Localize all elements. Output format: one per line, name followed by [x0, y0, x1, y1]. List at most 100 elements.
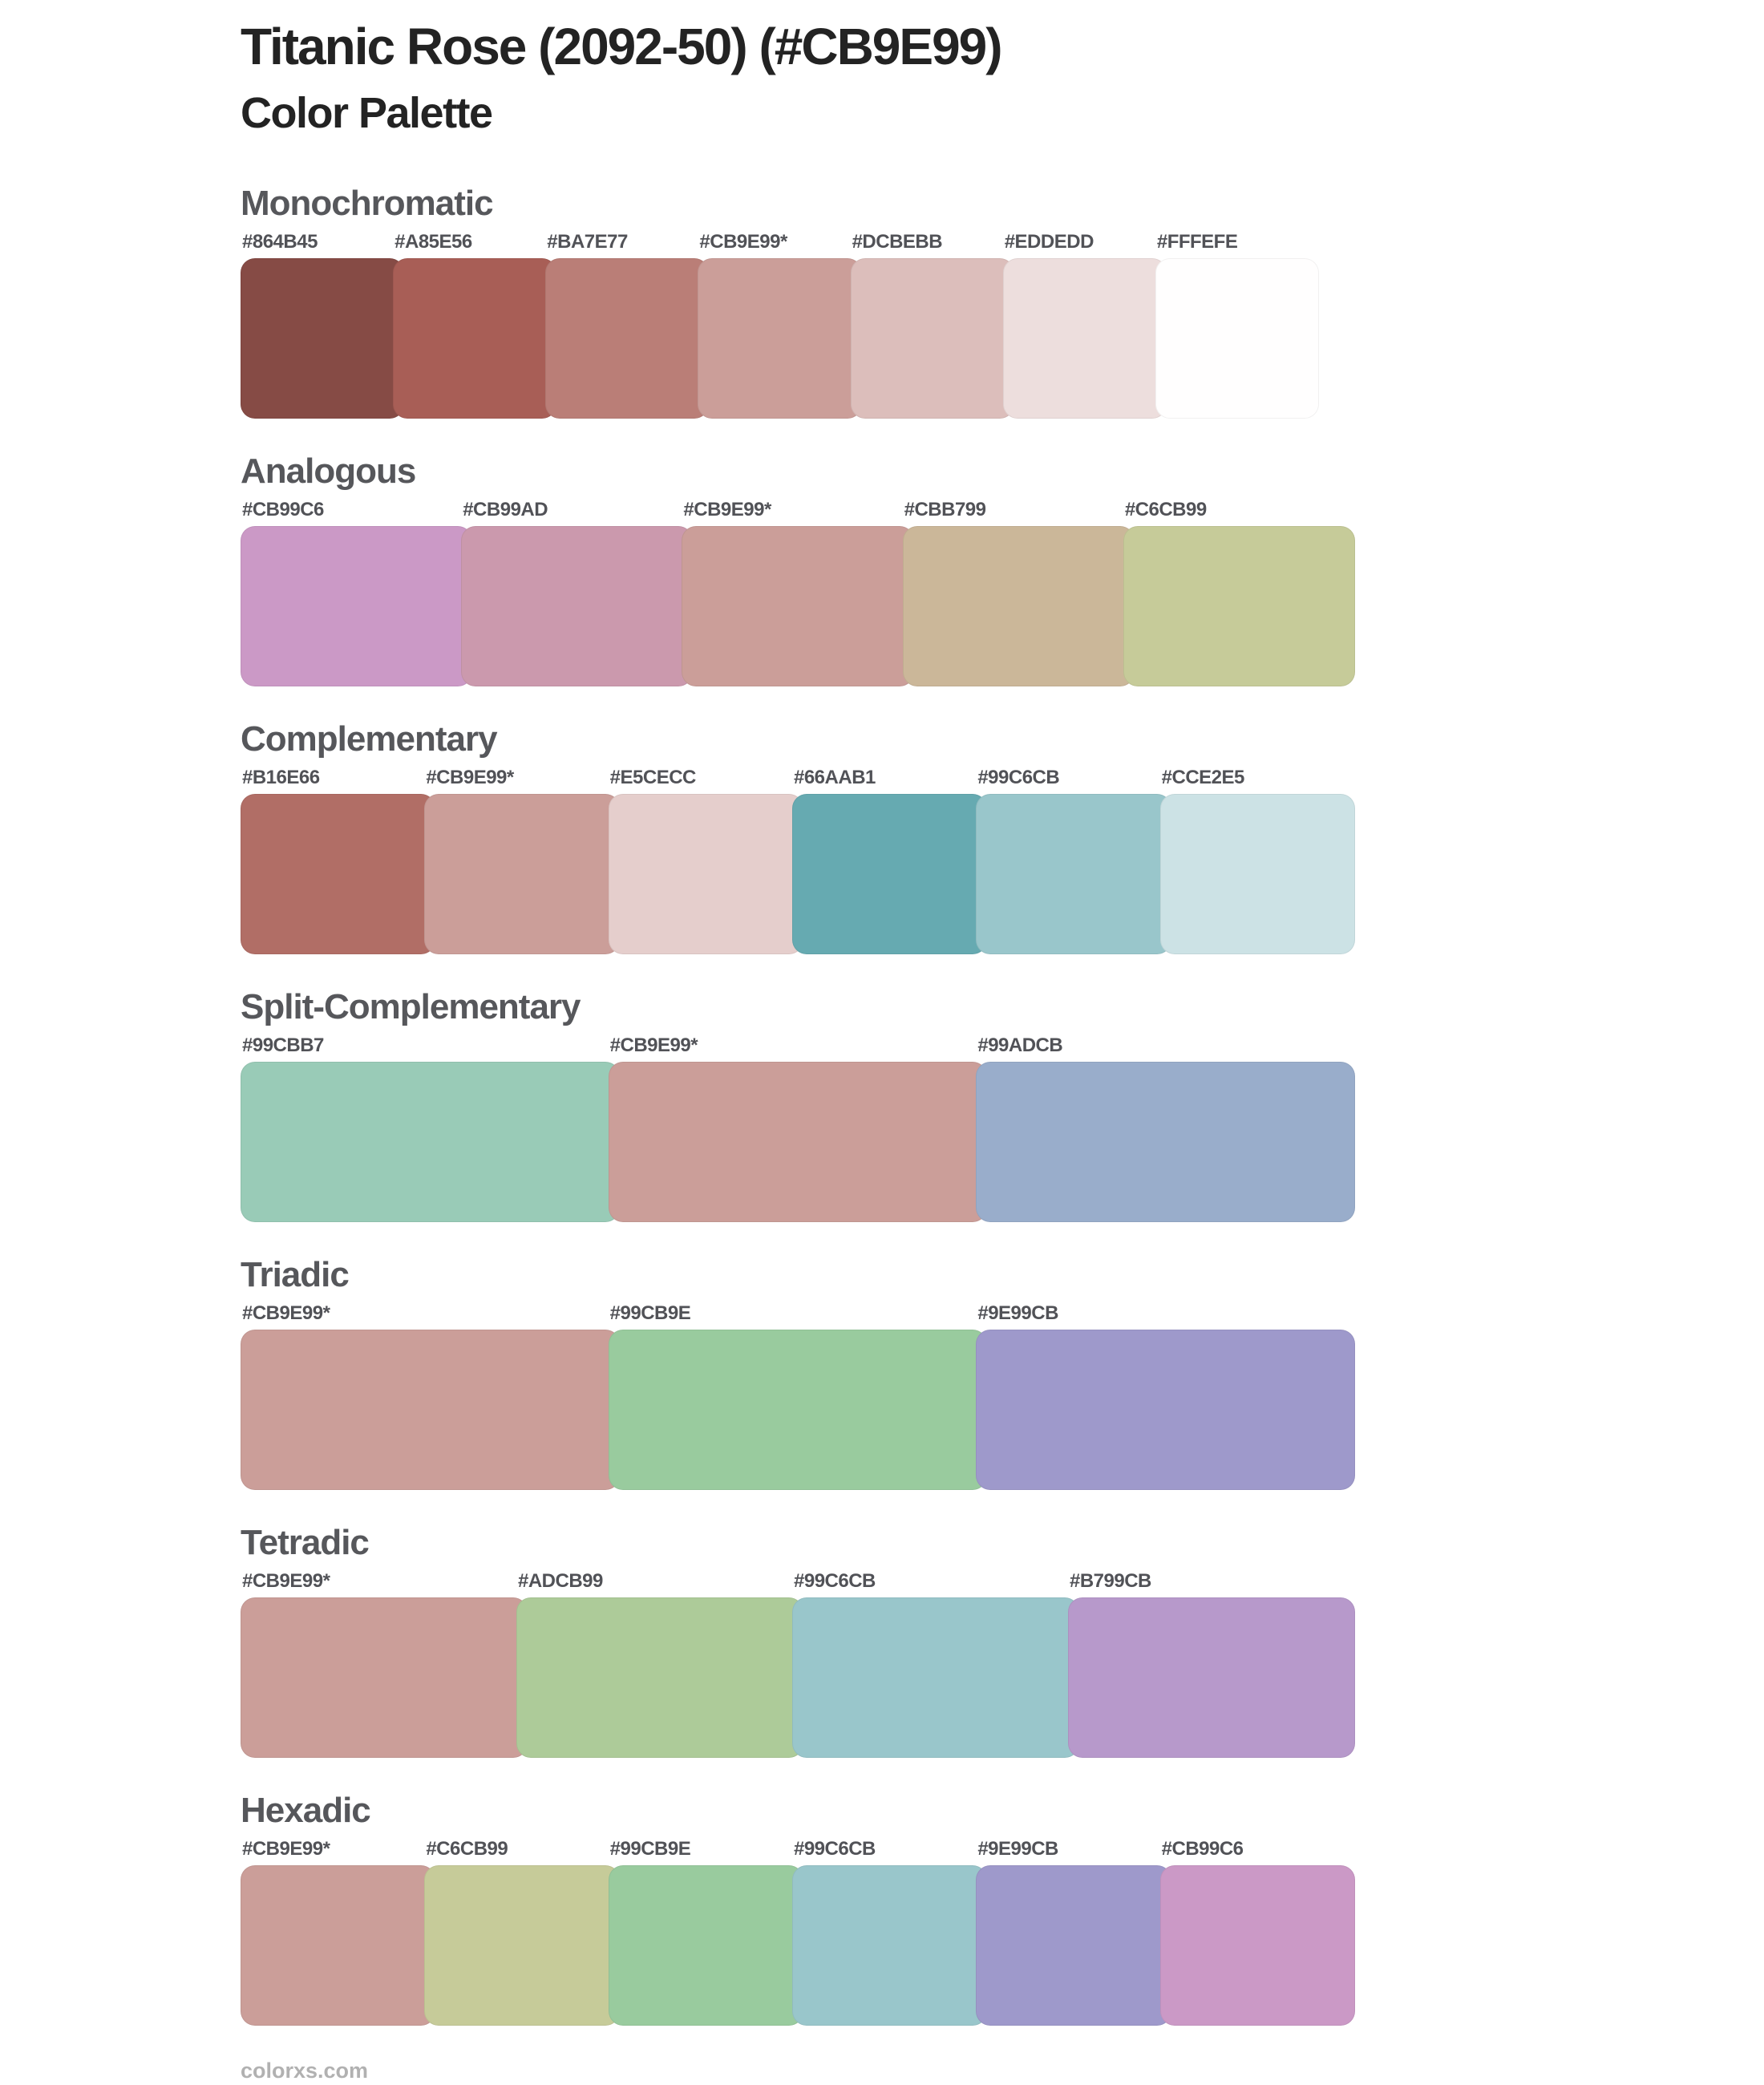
- palette-section-analogous: Analogous #CB99C6 #CB99AD #CB9E99* #CBB799 #C…: [241, 451, 1764, 686]
- swatch-hex-label: #99C6CB: [793, 1837, 876, 1860]
- swatch-hex-label: #864B45: [242, 230, 318, 253]
- swatch-hex-label: #CCE2E5: [1161, 766, 1245, 788]
- swatch-item: #99C6CB: [792, 1570, 1079, 1758]
- color-swatch[interactable]: [682, 525, 914, 686]
- swatch-item: #99CB9E: [608, 1837, 803, 2026]
- swatch-item: #CB9E99*: [608, 1034, 988, 1222]
- color-swatch[interactable]: [791, 793, 988, 954]
- page-title: Titanic Rose (2092-50) (#CB9E99): [241, 18, 1003, 75]
- swatch-item: #CB9E99*: [241, 1302, 620, 1490]
- color-swatch[interactable]: [424, 1864, 620, 2026]
- swatch-item: #E5CECC: [608, 766, 803, 954]
- color-swatch[interactable]: [241, 1329, 620, 1490]
- swatch-hex-label: #CB99AD: [463, 498, 548, 520]
- color-swatch[interactable]: [792, 1597, 1079, 1758]
- swatch-item: #B16E66: [241, 766, 436, 954]
- color-swatch[interactable]: [976, 1329, 1356, 1490]
- swatch-item: #EDDEDD: [1002, 231, 1167, 419]
- swatch-hex-label: #CB9E99*: [683, 498, 771, 520]
- section-heading: Triadic: [241, 1254, 350, 1294]
- swatch-item: #A85E56: [393, 231, 557, 419]
- page-subtitle: Color Palette: [241, 88, 493, 137]
- swatch-item: #C6CB99: [1123, 498, 1356, 686]
- color-swatch[interactable]: [241, 1061, 620, 1222]
- swatch-hex-label: #CB9E99*: [609, 1034, 698, 1056]
- swatch-hex-label: #B799CB: [1070, 1569, 1151, 1592]
- swatch-hex-label: #CB9E99*: [242, 1302, 330, 1324]
- color-swatch[interactable]: [461, 525, 694, 686]
- swatch-hex-label: #B16E66: [242, 766, 320, 788]
- swatch-item: #9E99CB: [976, 1838, 1171, 2026]
- color-swatch[interactable]: [393, 257, 557, 419]
- color-swatch[interactable]: [516, 1597, 803, 1758]
- swatch-item: #CB9E99*: [241, 1570, 528, 1758]
- color-swatch[interactable]: [608, 1864, 803, 2026]
- swatch-row: #CB99C6 #CB99AD #CB9E99* #CBB799 #C6CB99: [241, 498, 1356, 686]
- color-swatch[interactable]: [791, 1864, 988, 2026]
- section-heading: Analogous: [241, 451, 416, 491]
- color-swatch[interactable]: [241, 1597, 528, 1758]
- swatch-item: #CB9E99*: [698, 230, 862, 419]
- palette-section-triadic: Triadic #CB9E99* #99CB9E #9E99CB: [241, 1254, 1764, 1490]
- swatch-item: #CBB799: [902, 499, 1135, 686]
- color-swatch[interactable]: [1159, 793, 1355, 954]
- palette-section-monochromatic: Monochromatic #864B45 #A85E56 #BA7E77 #CB9E9…: [241, 183, 1764, 419]
- color-swatch[interactable]: [1123, 525, 1356, 686]
- color-swatch[interactable]: [976, 1864, 1171, 2026]
- swatch-item: #99C6CB: [976, 767, 1171, 954]
- swatch-hex-label: #CB9E99*: [426, 766, 514, 788]
- color-swatch[interactable]: [1155, 257, 1319, 419]
- swatch-hex-label: #BA7E77: [547, 230, 628, 253]
- color-swatch[interactable]: [1068, 1597, 1355, 1758]
- color-swatch[interactable]: [976, 1061, 1356, 1222]
- swatch-hex-label: #CB99C6: [242, 498, 324, 520]
- swatch-hex-label: #66AAB1: [793, 766, 876, 788]
- color-swatch[interactable]: [241, 1864, 436, 2026]
- swatch-item: #CB99C6: [241, 498, 473, 686]
- color-swatch[interactable]: [976, 793, 1171, 954]
- swatch-hex-label: #CB9E99*: [699, 230, 787, 253]
- palette-sections: Monochromatic #864B45 #A85E56 #BA7E77 #CB9E9…: [241, 183, 1764, 2026]
- swatch-item: #BA7E77: [545, 230, 710, 419]
- swatch-item: #99CB9E: [608, 1302, 988, 1490]
- color-swatch[interactable]: [1159, 1864, 1355, 2026]
- swatch-row: #864B45 #A85E56 #BA7E77 #CB9E99* #DCBEBB #EDD…: [241, 231, 1319, 419]
- palette-section-tetradic: Tetradic #CB9E99* #ADCB99 #99C6CB #B799CB: [241, 1522, 1764, 1758]
- swatch-hex-label: #CB9E99*: [242, 1569, 330, 1592]
- swatch-item: #ADCB99: [516, 1570, 803, 1758]
- swatch-hex-label: #99C6CB: [794, 1569, 876, 1592]
- swatch-hex-label: #CB9E99*: [242, 1837, 330, 1860]
- color-swatch[interactable]: [902, 525, 1135, 686]
- section-heading: Hexadic: [241, 1790, 371, 1830]
- swatch-hex-label: #C6CB99: [1124, 498, 1207, 520]
- color-swatch[interactable]: [241, 525, 473, 686]
- swatch-item: #66AAB1: [791, 766, 988, 954]
- color-swatch[interactable]: [698, 257, 862, 419]
- color-swatch[interactable]: [545, 257, 710, 419]
- section-heading: Split-Complementary: [241, 986, 581, 1026]
- color-swatch[interactable]: [241, 793, 436, 954]
- swatch-hex-label: #DCBEBB: [852, 230, 943, 253]
- swatch-item: #FFFEFE: [1155, 231, 1319, 419]
- palette-section-hexadic: Hexadic #CB9E99* #C6CB99 #99CB9E #99C6CB #9E9…: [241, 1790, 1764, 2026]
- swatch-item: #99CBB7: [241, 1034, 620, 1222]
- site-wordmark: colorxs.com: [241, 2058, 369, 2083]
- swatch-hex-label: #E5CECC: [609, 766, 697, 788]
- swatch-hex-label: #99CB9E: [609, 1837, 691, 1860]
- swatch-row: #CB9E99* #C6CB99 #99CB9E #99C6CB #9E99CB #CB9…: [241, 1838, 1355, 2026]
- swatch-item: #CB99C6: [1159, 1838, 1355, 2026]
- swatch-item: #99C6CB: [791, 1837, 988, 2026]
- swatch-hex-label: #ADCB99: [518, 1569, 603, 1592]
- color-swatch[interactable]: [424, 793, 620, 954]
- color-swatch[interactable]: [241, 257, 405, 419]
- section-heading: Tetradic: [241, 1522, 370, 1562]
- swatch-hex-label: #FFFEFE: [1156, 230, 1238, 253]
- color-swatch[interactable]: [608, 1061, 988, 1222]
- color-swatch[interactable]: [850, 257, 1014, 419]
- swatch-hex-label: #99CB9E: [609, 1302, 691, 1324]
- swatch-hex-label: #9E99CB: [977, 1837, 1058, 1860]
- color-swatch[interactable]: [608, 793, 803, 954]
- color-swatch[interactable]: [608, 1329, 988, 1490]
- color-swatch[interactable]: [1002, 257, 1167, 419]
